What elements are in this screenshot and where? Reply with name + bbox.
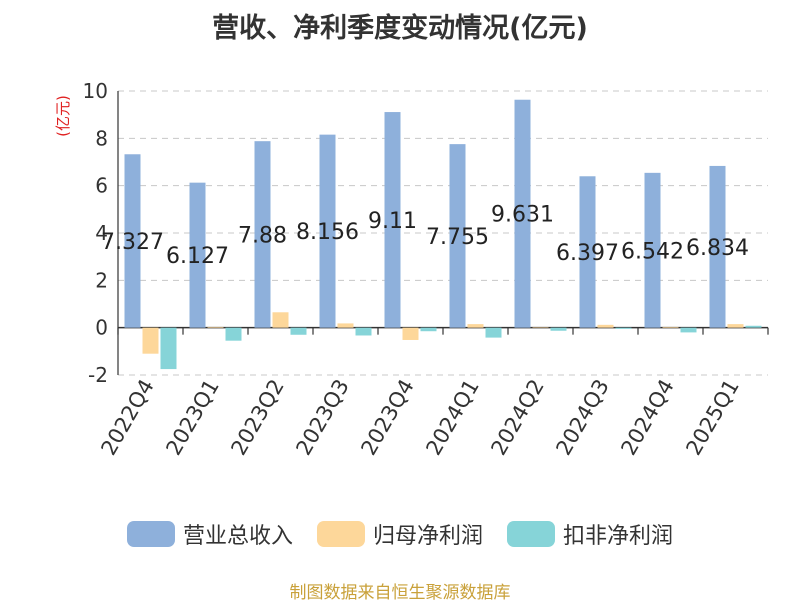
y-tick-label: 2 [95, 268, 108, 292]
bar-0-2022Q4[interactable] [124, 154, 141, 328]
legend-item-revenue[interactable]: 营业总收入 [126, 518, 293, 550]
bar-layer [124, 99, 762, 370]
y-tick-label: 0 [95, 316, 108, 340]
bar-2-2025Q1[interactable] [745, 325, 762, 328]
x-tick-label: 2024Q1 [421, 375, 483, 459]
bar-2-2023Q1[interactable] [225, 327, 242, 341]
data-label: 9.631 [491, 203, 554, 228]
bar-2-2023Q2[interactable] [290, 327, 307, 335]
y-axis-label: (亿元) [54, 95, 72, 137]
bar-1-2024Q3[interactable] [597, 324, 614, 328]
data-label: 7.327 [101, 230, 164, 255]
data-label: 8.156 [296, 220, 359, 245]
bar-0-2025Q1[interactable] [709, 165, 726, 328]
legend-swatch-deducted-profit [507, 521, 555, 547]
data-label: 9.11 [368, 209, 417, 234]
legend-item-deducted-profit[interactable]: 扣非净利润 [507, 518, 673, 550]
legend-item-net-profit[interactable]: 归母净利润 [316, 518, 483, 550]
bar-2-2024Q2[interactable] [550, 327, 567, 331]
bar-2-2023Q4[interactable] [420, 327, 437, 332]
x-tick-label: 2025Q1 [681, 375, 743, 459]
legend-label-deducted-profit: 扣非净利润 [563, 524, 674, 549]
x-tick-label: 2024Q4 [616, 375, 678, 459]
x-tick-label: 2024Q2 [486, 375, 548, 459]
bar-0-2023Q4[interactable] [384, 112, 401, 328]
x-tick-label: 2023Q1 [161, 375, 223, 459]
y-tick-label: 8 [95, 126, 108, 150]
bar-1-2024Q1[interactable] [467, 324, 484, 328]
data-label: 7.88 [238, 223, 287, 248]
data-label: 6.127 [166, 244, 229, 269]
x-tick-label: 2022Q4 [96, 375, 158, 459]
y-tick-label: -2 [88, 363, 108, 387]
legend: 营业总收入 归母净利润 扣非净利润 [0, 518, 800, 550]
data-label: 6.834 [686, 236, 749, 261]
data-label: 6.542 [621, 239, 684, 264]
x-tick-label: 2023Q4 [356, 375, 418, 459]
bar-2-2023Q3[interactable] [355, 327, 372, 336]
legend-swatch-net-profit [316, 521, 365, 547]
legend-swatch-revenue [126, 521, 175, 547]
y-tick-label: 6 [95, 174, 108, 198]
bar-1-2023Q4[interactable] [402, 327, 419, 340]
bar-2-2024Q3[interactable] [615, 327, 632, 329]
bar-0-2024Q4[interactable] [644, 172, 661, 328]
bar-1-2023Q3[interactable] [337, 323, 354, 328]
x-tick-label: 2023Q2 [226, 375, 288, 459]
bar-0-2023Q2[interactable] [254, 141, 271, 328]
bar-1-2022Q4[interactable] [142, 327, 159, 354]
bar-0-2023Q1[interactable] [189, 182, 206, 328]
bar-1-2024Q2[interactable] [532, 327, 549, 328]
bar-2-2022Q4[interactable] [160, 327, 177, 370]
y-tick-label: 4 [95, 221, 108, 245]
data-label: 7.755 [426, 225, 489, 250]
bar-1-2023Q2[interactable] [272, 312, 289, 328]
bar-0-2024Q3[interactable] [579, 176, 596, 328]
bar-0-2023Q3[interactable] [319, 134, 336, 328]
bar-1-2023Q1[interactable] [207, 326, 224, 328]
chart-title: 营收、净利季度变动情况(亿元) [212, 13, 588, 44]
source-note: 制图数据来自恒生聚源数据库 [289, 583, 511, 603]
bar-0-2024Q1[interactable] [449, 144, 466, 328]
bar-1-2024Q4[interactable] [662, 326, 679, 328]
bar-1-2025Q1[interactable] [727, 324, 744, 328]
x-tick-label: 2024Q3 [551, 375, 613, 459]
y-tick-label: 10 [83, 79, 108, 103]
bar-2-2024Q1[interactable] [485, 327, 502, 338]
bar-0-2024Q2[interactable] [514, 99, 531, 328]
data-label: 6.397 [556, 241, 619, 266]
bar-2-2024Q4[interactable] [680, 327, 697, 333]
x-tick-label: 2023Q3 [291, 375, 353, 459]
legend-label-revenue: 营业总收入 [182, 524, 293, 549]
legend-label-net-profit: 归母净利润 [372, 524, 483, 549]
